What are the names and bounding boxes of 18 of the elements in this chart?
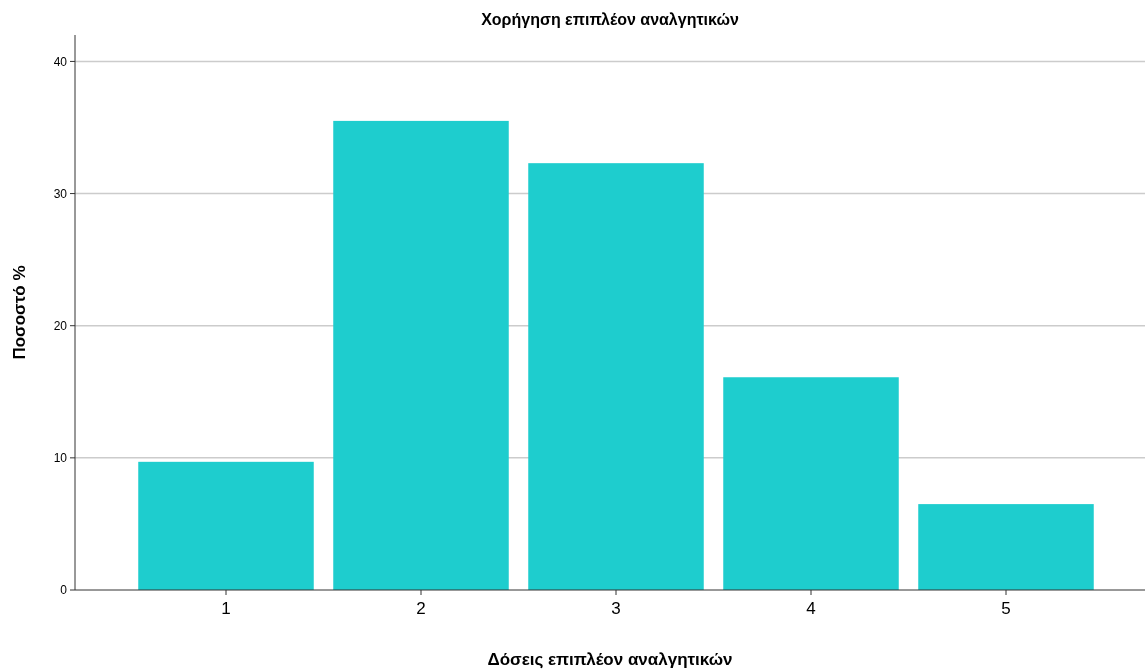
bar <box>918 504 1094 590</box>
chart-title: Χορήγηση επιπλέον αναλγητικών <box>481 11 739 28</box>
y-tick-label: 0 <box>60 583 68 598</box>
x-tick-label: 3 <box>611 599 621 618</box>
bar <box>138 461 314 590</box>
y-tick-label: 20 <box>53 318 68 333</box>
x-tick-label: 4 <box>806 599 816 618</box>
bar <box>333 120 509 590</box>
y-axis-title: Ποσοστό % <box>10 265 29 360</box>
bar <box>723 377 899 590</box>
bar <box>528 163 704 590</box>
y-tick-label: 30 <box>53 186 68 201</box>
x-tick-label: 5 <box>1001 599 1011 618</box>
x-tick-label: 2 <box>416 599 426 618</box>
y-tick-label: 40 <box>53 54 68 69</box>
x-tick-label: 1 <box>221 599 231 618</box>
y-tick-label: 10 <box>53 451 68 466</box>
x-axis-title: Δόσεις επιπλέον αναλγητικών <box>487 650 733 669</box>
